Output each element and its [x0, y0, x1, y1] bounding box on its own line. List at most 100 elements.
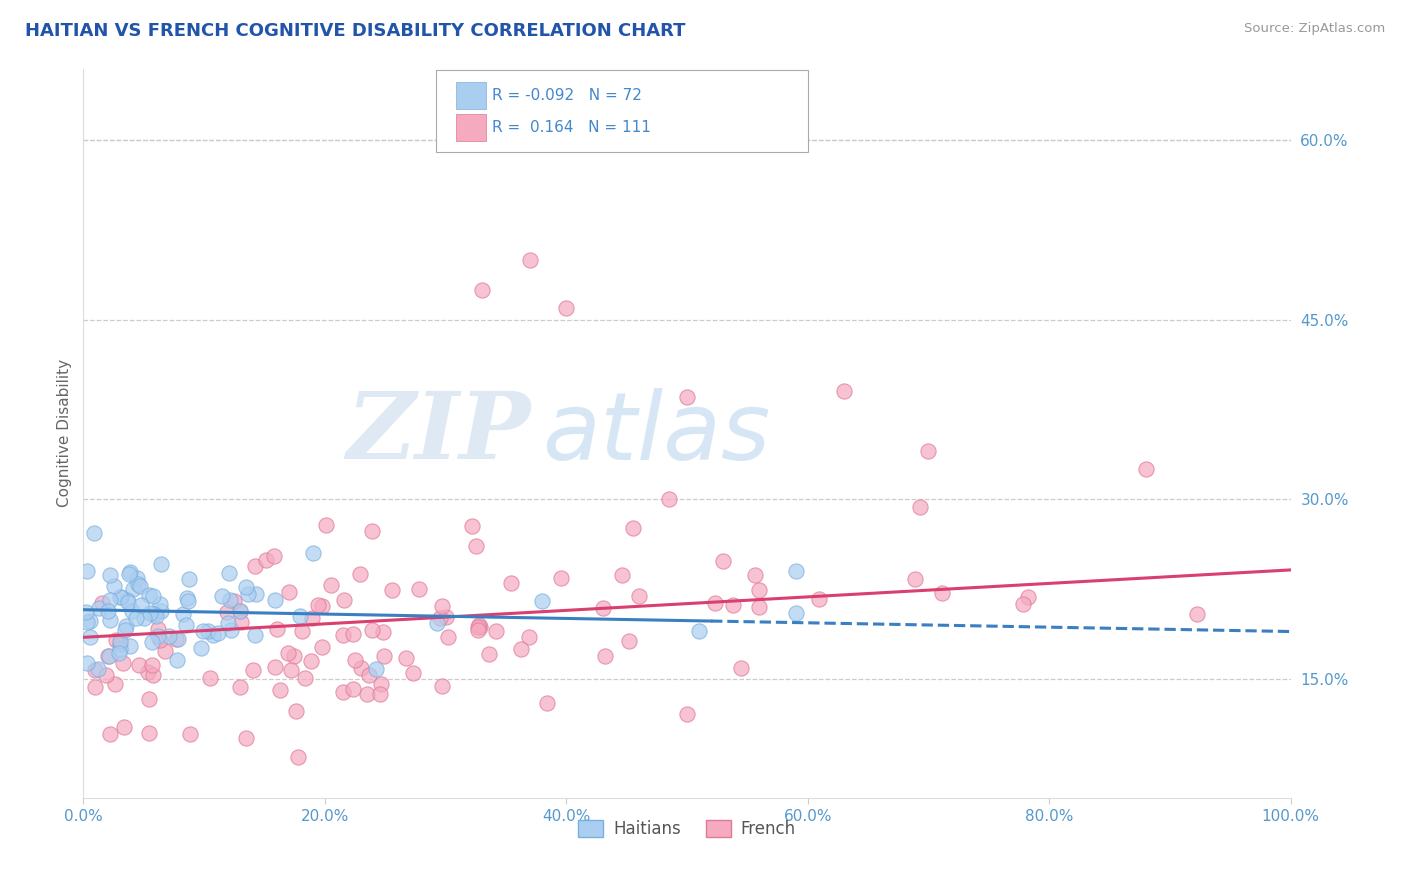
Point: [127, 571, 149, 585]
Text: R =  0.164   N = 111: R = 0.164 N = 111: [492, 120, 651, 135]
Point: [904, 572, 927, 586]
Point: [148, 629, 170, 643]
Point: [118, 565, 141, 579]
Point: [785, 606, 807, 620]
Point: [108, 591, 131, 605]
Point: [174, 618, 197, 632]
Point: [141, 657, 163, 672]
Point: [748, 599, 770, 614]
Point: [76, 564, 98, 578]
Point: [364, 662, 387, 676]
Point: [172, 607, 194, 622]
Point: [499, 576, 522, 591]
Legend: Haitians, French: Haitians, French: [571, 813, 803, 845]
Point: [149, 633, 172, 648]
Point: [245, 587, 267, 601]
Point: [342, 627, 364, 641]
Point: [138, 588, 160, 602]
Point: [704, 595, 727, 609]
Point: [107, 646, 129, 660]
Point: [592, 601, 614, 615]
Point: [467, 623, 489, 637]
Point: [315, 518, 337, 533]
Point: [235, 731, 257, 745]
Point: [429, 610, 451, 624]
Point: [117, 595, 139, 609]
Point: [342, 681, 364, 696]
Point: [467, 619, 489, 633]
Point: [197, 624, 219, 639]
Point: [118, 566, 141, 581]
Point: [79, 615, 101, 629]
Point: [612, 567, 634, 582]
Point: [301, 654, 323, 668]
Point: [676, 391, 699, 405]
Point: [243, 558, 266, 573]
Point: [263, 660, 285, 674]
Point: [103, 677, 125, 691]
Point: [269, 683, 291, 698]
Point: [76, 657, 98, 671]
Point: [437, 630, 460, 644]
Point: [104, 632, 127, 647]
Point: [141, 635, 163, 649]
Point: [142, 668, 165, 682]
Point: [127, 577, 149, 591]
Point: [263, 549, 285, 564]
Point: [468, 618, 491, 632]
Point: [627, 589, 650, 603]
Point: [277, 646, 299, 660]
Point: [373, 624, 395, 639]
Point: [536, 696, 558, 710]
Point: [245, 628, 267, 642]
Point: [150, 557, 173, 571]
Point: [149, 597, 172, 611]
Point: [332, 628, 354, 642]
Point: [112, 656, 135, 670]
Point: [229, 680, 252, 694]
Point: [87, 601, 110, 615]
Point: [138, 691, 160, 706]
Point: [254, 553, 277, 567]
Point: [593, 648, 616, 663]
Point: [301, 546, 323, 560]
Point: [808, 591, 831, 606]
Point: [332, 685, 354, 699]
Point: [110, 636, 132, 650]
Point: [207, 626, 229, 640]
Point: [430, 599, 453, 613]
Point: [98, 613, 121, 627]
Point: [617, 634, 640, 648]
Point: [381, 583, 404, 598]
Text: atlas: atlas: [543, 388, 770, 479]
Point: [110, 634, 132, 648]
Point: [301, 611, 323, 625]
Point: [84, 681, 107, 695]
Point: [134, 610, 156, 624]
Point: [744, 567, 766, 582]
Point: [142, 607, 165, 622]
Point: [219, 593, 242, 607]
Point: [361, 623, 384, 637]
Point: [219, 624, 242, 638]
Point: [430, 679, 453, 693]
Point: [688, 624, 710, 638]
Point: [121, 604, 143, 618]
Point: [426, 615, 449, 630]
Point: [280, 663, 302, 677]
Point: [319, 578, 342, 592]
Point: [191, 624, 214, 639]
Point: [360, 524, 382, 538]
Point: [98, 593, 121, 607]
Point: [79, 630, 101, 644]
Point: [218, 566, 240, 580]
Point: [517, 631, 540, 645]
Point: [531, 594, 554, 608]
Point: [179, 727, 201, 741]
Point: [291, 624, 314, 638]
Text: Source: ZipAtlas.com: Source: ZipAtlas.com: [1244, 22, 1385, 36]
Point: [908, 500, 931, 515]
Point: [176, 591, 198, 606]
Point: [621, 521, 644, 535]
Point: [373, 648, 395, 663]
